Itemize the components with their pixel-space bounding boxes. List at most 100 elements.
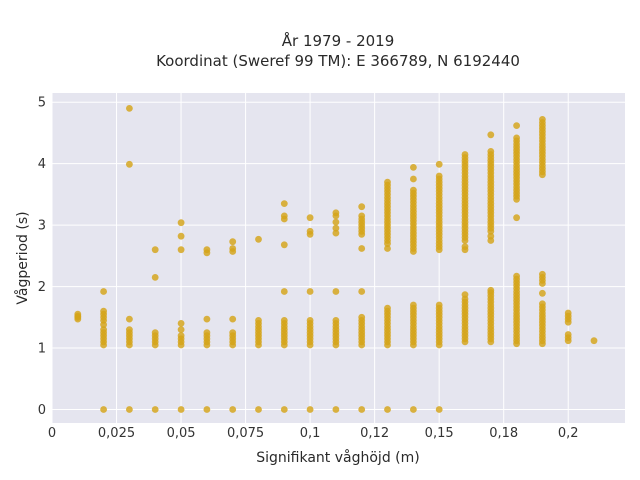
data-point (100, 288, 107, 295)
chart-subtitle: Koordinat (Sweref 99 TM): E 366789, N 61… (156, 52, 520, 70)
data-point (410, 164, 417, 171)
data-point (255, 406, 262, 413)
data-point (358, 245, 366, 252)
data-point (332, 224, 340, 232)
data-point (125, 406, 133, 413)
data-point (332, 209, 340, 217)
y-tick-label: 3 (38, 219, 46, 234)
data-point (358, 406, 366, 413)
data-point (513, 272, 520, 280)
x-tick-label: 0,1 (300, 426, 321, 441)
data-point (306, 317, 314, 324)
data-point (332, 317, 340, 324)
data-point (461, 243, 469, 251)
data-point (74, 310, 82, 318)
data-point (384, 245, 391, 252)
data-point (151, 329, 159, 337)
data-point (410, 186, 417, 194)
data-point (435, 160, 443, 168)
data-point (151, 274, 159, 281)
data-point (306, 288, 314, 295)
x-axis-label: Signifikant våghöjd (m) (256, 449, 419, 466)
data-points (74, 105, 598, 413)
data-point (100, 326, 107, 333)
data-point (306, 214, 314, 222)
y-tick-label: 2 (38, 280, 46, 295)
data-point (410, 406, 417, 413)
data-point (229, 238, 237, 246)
data-point (151, 246, 159, 254)
data-point (229, 245, 237, 252)
data-point (280, 317, 288, 324)
x-tick-label: 0,025 (98, 426, 135, 441)
data-point (435, 301, 443, 309)
data-point (539, 116, 546, 123)
data-point (461, 151, 469, 158)
data-point (513, 134, 520, 142)
data-point (280, 288, 288, 295)
data-point (177, 232, 185, 240)
data-point (332, 288, 340, 295)
data-point (358, 212, 366, 220)
data-point (435, 172, 443, 180)
plot-area (52, 93, 625, 423)
data-point (306, 227, 314, 235)
data-point (410, 301, 417, 309)
data-point (177, 406, 185, 413)
grid-lines (51, 93, 625, 423)
x-tick-label: 0,2 (558, 426, 579, 441)
data-point (125, 315, 133, 323)
data-point (280, 406, 288, 413)
data-point (280, 200, 288, 208)
data-point (539, 300, 546, 308)
x-tick-label: 0,05 (167, 426, 196, 441)
data-point (177, 246, 185, 254)
data-point (358, 203, 366, 211)
data-point (513, 122, 520, 129)
data-point (151, 406, 159, 413)
data-point (280, 212, 288, 220)
data-point (487, 286, 495, 294)
data-point (539, 270, 546, 278)
data-point (100, 307, 107, 315)
data-point (229, 406, 237, 413)
data-point (564, 309, 572, 317)
data-point (177, 320, 185, 327)
data-point (203, 315, 211, 323)
data-point (384, 178, 391, 186)
data-point (177, 332, 185, 340)
x-tick-label: 0,075 (227, 426, 264, 441)
x-tick-label: 0,18 (489, 426, 518, 441)
data-point (306, 406, 314, 413)
data-point (513, 214, 520, 222)
y-tick-labels: 0 1 2 3 4 5 (38, 96, 46, 418)
data-point (255, 235, 262, 243)
data-point (125, 105, 133, 112)
y-tick-label: 4 (38, 157, 46, 172)
x-tick-labels: 0 0,025 0,05 0,075 0,1 0,12 0,15 0,18 0,2 (48, 426, 579, 441)
data-point (280, 241, 288, 249)
data-point (229, 315, 237, 323)
data-point (384, 406, 391, 413)
data-point (100, 406, 107, 413)
data-point (564, 331, 572, 338)
data-point (435, 406, 443, 413)
data-point (332, 218, 340, 226)
data-point (384, 304, 391, 312)
data-point (332, 229, 340, 237)
data-point (487, 148, 495, 155)
data-point (487, 131, 495, 139)
y-tick-label: 0 (38, 403, 46, 418)
chart-title: År 1979 - 2019 (282, 31, 395, 50)
x-tick-label: 0 (48, 426, 56, 441)
data-point (203, 406, 211, 413)
data-point (332, 406, 340, 413)
data-point (358, 288, 366, 295)
data-point (410, 175, 417, 183)
data-point (229, 329, 237, 337)
data-point (590, 337, 598, 345)
data-point (203, 246, 211, 254)
data-point (539, 289, 546, 297)
x-tick-label: 0,12 (360, 426, 389, 441)
